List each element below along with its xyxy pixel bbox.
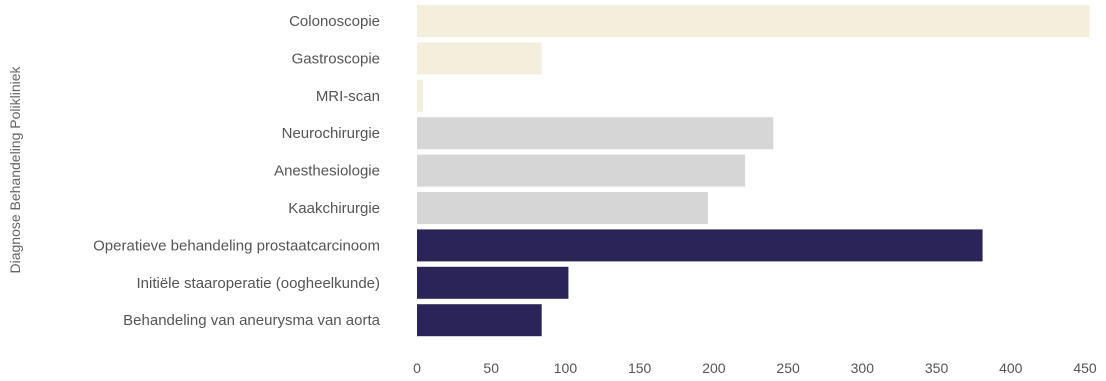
category-label: Gastroscopie	[292, 50, 380, 67]
bars	[417, 5, 1090, 337]
bar	[417, 42, 542, 75]
x-tick-label: 200	[702, 360, 726, 376]
bar	[417, 79, 423, 112]
x-tick-label: 300	[851, 360, 875, 376]
bar	[417, 266, 569, 299]
category-label: Kaakchirurgie	[288, 200, 380, 217]
x-tick-label: 450	[1073, 360, 1097, 376]
x-tick-label: 400	[999, 360, 1023, 376]
x-tick-label: 0	[413, 360, 421, 376]
category-label: MRI-scan	[316, 88, 380, 105]
bar	[417, 5, 1090, 37]
category-label: Operatieve behandeling prostaatcarcinoom	[93, 237, 380, 254]
bar	[417, 229, 983, 262]
bar	[417, 154, 746, 187]
x-tick-label: 250	[776, 360, 800, 376]
x-tick-label: 100	[554, 360, 578, 376]
x-axis-ticks: 0 50 100 150 200 250 300 350 400 450	[413, 360, 1097, 376]
x-tick-label: 350	[925, 360, 949, 376]
y-axis-title: Diagnose Behandeling Polikliniek	[7, 65, 23, 273]
category-label: Colonoscopie	[289, 13, 380, 30]
bar	[417, 192, 708, 224]
bar	[417, 117, 774, 150]
category-label: Behandeling van aneurysma van aorta	[123, 312, 380, 329]
x-tick-label: 150	[628, 360, 652, 376]
category-label: Neurochirurgie	[282, 125, 380, 142]
x-tick-label: 50	[483, 360, 499, 376]
category-labels: Colonoscopie Gastroscopie MRI-scan Neurochi…	[93, 13, 381, 329]
category-label: Initiële staaroperatie (oogheelkunde)	[137, 275, 381, 292]
category-label: Anesthesiologie	[274, 163, 380, 180]
bar	[417, 304, 542, 337]
